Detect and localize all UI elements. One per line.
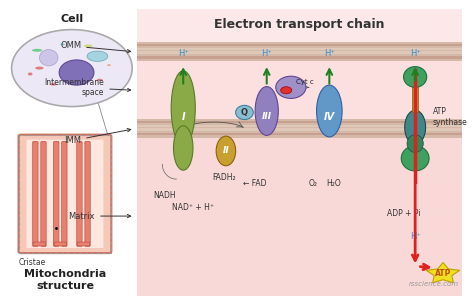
FancyBboxPatch shape	[77, 141, 82, 246]
Text: III: III	[262, 112, 272, 121]
FancyBboxPatch shape	[41, 141, 46, 246]
Bar	[137, 44, 462, 46]
Ellipse shape	[401, 146, 429, 171]
Text: OMM: OMM	[60, 41, 131, 53]
Ellipse shape	[50, 83, 57, 86]
Text: ATP
synthase: ATP synthase	[433, 107, 467, 127]
Text: NADH: NADH	[154, 191, 176, 200]
FancyBboxPatch shape	[85, 141, 90, 246]
Ellipse shape	[87, 51, 108, 61]
Text: Cyt c: Cyt c	[296, 79, 314, 85]
Ellipse shape	[407, 135, 423, 152]
Text: H⁺: H⁺	[324, 49, 335, 58]
Circle shape	[281, 87, 292, 94]
Ellipse shape	[276, 76, 306, 98]
Circle shape	[11, 30, 132, 107]
Text: Mitochondria
structure: Mitochondria structure	[24, 269, 106, 291]
FancyBboxPatch shape	[62, 141, 67, 246]
Text: ← FAD: ← FAD	[243, 179, 267, 188]
Ellipse shape	[84, 45, 92, 47]
Bar	[137, 128, 462, 131]
Text: ATP: ATP	[435, 269, 451, 278]
Text: H⁺: H⁺	[261, 49, 272, 58]
Ellipse shape	[28, 72, 33, 75]
Ellipse shape	[317, 85, 342, 137]
Text: I: I	[182, 112, 185, 122]
Ellipse shape	[173, 126, 193, 170]
Ellipse shape	[60, 43, 65, 45]
FancyBboxPatch shape	[33, 242, 46, 246]
Text: Intermembrane
space: Intermembrane space	[45, 78, 131, 97]
Text: Q: Q	[241, 108, 248, 117]
FancyBboxPatch shape	[33, 141, 38, 246]
Text: H⁺: H⁺	[410, 49, 420, 58]
Text: NAD⁺ + H⁺: NAD⁺ + H⁺	[173, 203, 214, 212]
Text: Matrix: Matrix	[69, 211, 131, 221]
Ellipse shape	[171, 71, 195, 145]
Text: Cell: Cell	[60, 14, 83, 24]
Bar	[137, 48, 462, 50]
Bar	[137, 124, 462, 127]
FancyBboxPatch shape	[18, 135, 111, 253]
Ellipse shape	[39, 50, 58, 66]
Text: H⁺: H⁺	[178, 49, 189, 58]
Text: O₂: O₂	[309, 179, 318, 188]
Ellipse shape	[403, 67, 427, 87]
Bar	[137, 121, 462, 123]
Text: H⁺: H⁺	[410, 232, 420, 241]
FancyBboxPatch shape	[54, 242, 66, 246]
FancyBboxPatch shape	[27, 140, 103, 248]
Text: Electron transport chain: Electron transport chain	[214, 18, 384, 31]
Bar	[137, 9, 462, 296]
Text: rsscience.com: rsscience.com	[409, 281, 459, 287]
Text: Cristae: Cristae	[18, 257, 46, 266]
Bar	[137, 42, 462, 61]
Bar	[137, 138, 462, 296]
Ellipse shape	[216, 136, 236, 166]
Bar	[412, 86, 418, 113]
Text: ADP + Pi: ADP + Pi	[387, 208, 420, 218]
Ellipse shape	[255, 86, 278, 135]
Ellipse shape	[32, 49, 42, 52]
Text: H₂O: H₂O	[327, 179, 341, 188]
Ellipse shape	[236, 105, 253, 120]
Bar	[137, 56, 462, 59]
Text: FADH₂: FADH₂	[212, 173, 236, 182]
Ellipse shape	[35, 67, 44, 69]
Bar	[137, 133, 462, 135]
Ellipse shape	[59, 60, 94, 85]
Bar	[137, 51, 462, 54]
Ellipse shape	[97, 79, 102, 81]
FancyBboxPatch shape	[77, 242, 90, 246]
Bar	[137, 61, 462, 119]
Polygon shape	[426, 263, 460, 283]
Text: IMM: IMM	[64, 129, 131, 145]
Text: II: II	[222, 146, 229, 155]
Ellipse shape	[405, 110, 426, 144]
Ellipse shape	[107, 64, 111, 66]
Text: IV: IV	[324, 112, 335, 122]
FancyBboxPatch shape	[54, 141, 59, 246]
Bar	[137, 119, 462, 138]
